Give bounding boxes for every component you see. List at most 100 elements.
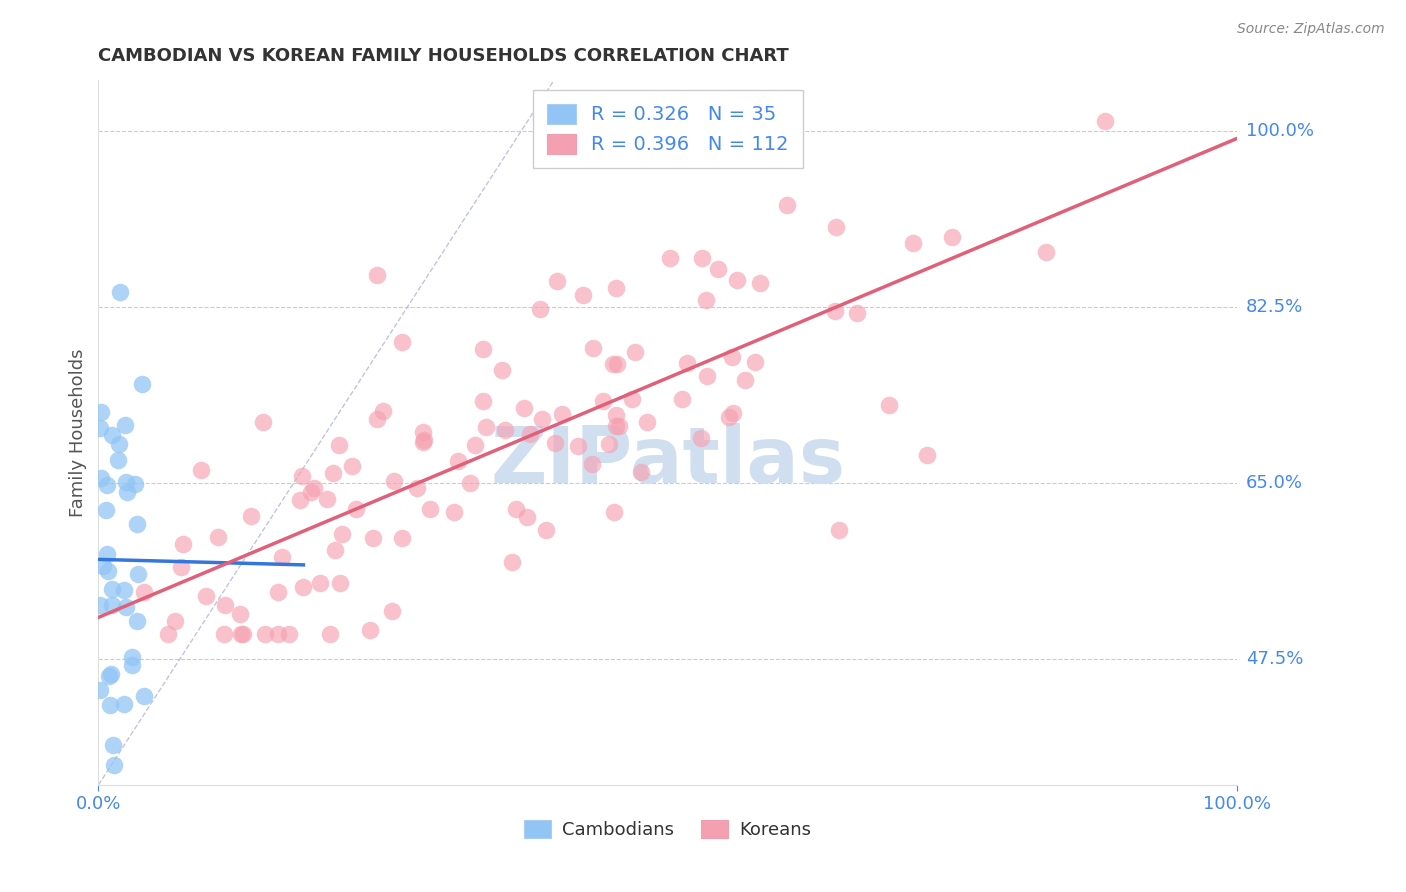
Point — [124, 476, 146, 491]
Point — [131, 377, 153, 392]
Text: CAMBODIAN VS KOREAN FAMILY HOUSEHOLDS CORRELATION CHART: CAMBODIAN VS KOREAN FAMILY HOUSEHOLDS CO… — [98, 47, 789, 65]
Point — [391, 335, 413, 350]
Point — [384, 474, 406, 488]
Point — [695, 293, 717, 307]
Point — [98, 669, 121, 683]
Text: ZIPatlas: ZIPatlas — [491, 423, 845, 499]
Point — [101, 598, 124, 612]
Point — [308, 575, 330, 590]
Point — [581, 457, 603, 471]
Point — [299, 485, 322, 500]
Point — [121, 650, 143, 665]
Point — [675, 356, 697, 370]
Point — [96, 547, 118, 561]
Point — [607, 419, 630, 434]
Point — [96, 478, 118, 492]
Point — [101, 582, 124, 597]
Point — [89, 682, 111, 697]
Point — [536, 524, 558, 538]
Point — [471, 394, 494, 409]
Point — [419, 501, 441, 516]
Point — [114, 417, 136, 432]
Point — [464, 438, 486, 452]
Point — [725, 273, 748, 287]
Point — [690, 251, 713, 265]
Point — [734, 373, 756, 387]
Point — [292, 580, 315, 594]
Point — [89, 598, 111, 612]
Point — [90, 470, 112, 484]
Point — [97, 564, 120, 578]
Point — [115, 475, 138, 490]
Point — [361, 531, 384, 545]
Point — [828, 524, 851, 538]
Point — [605, 408, 627, 422]
Point — [240, 508, 263, 523]
Point — [605, 418, 627, 433]
Point — [253, 627, 276, 641]
Point — [132, 585, 155, 599]
Point — [114, 582, 136, 597]
Point — [592, 393, 614, 408]
Point — [551, 407, 574, 421]
Point — [172, 537, 194, 551]
Point — [302, 481, 325, 495]
Point — [846, 306, 869, 320]
Point — [824, 304, 846, 318]
Point — [271, 549, 294, 564]
Point — [98, 698, 121, 713]
Point — [108, 437, 131, 451]
Point — [101, 428, 124, 442]
Point — [89, 421, 111, 435]
Point — [491, 362, 513, 376]
Text: Source: ZipAtlas.com: Source: ZipAtlas.com — [1237, 22, 1385, 37]
Point — [630, 465, 652, 479]
Point — [115, 485, 138, 500]
Point — [458, 475, 481, 490]
Point — [103, 757, 125, 772]
Point — [879, 398, 901, 412]
Point — [115, 599, 138, 614]
Point — [212, 627, 235, 641]
Point — [519, 427, 541, 442]
Point — [412, 435, 434, 450]
Text: 100.0%: 100.0% — [1246, 121, 1313, 140]
Point — [721, 406, 744, 420]
Point — [690, 431, 713, 445]
Point — [582, 341, 605, 355]
Point — [266, 584, 288, 599]
Point — [359, 623, 381, 637]
Point — [636, 415, 658, 429]
Point — [606, 357, 628, 371]
Point — [328, 438, 350, 452]
Point — [344, 502, 367, 516]
Point — [163, 615, 186, 629]
Point — [330, 527, 353, 541]
Point — [108, 285, 131, 300]
Point — [603, 505, 626, 519]
Point — [170, 560, 193, 574]
Point — [125, 614, 148, 628]
Point — [156, 627, 179, 641]
Point — [598, 436, 620, 450]
Point — [101, 738, 124, 752]
Point — [494, 423, 516, 437]
Point — [207, 530, 229, 544]
Point — [229, 607, 252, 622]
Point — [288, 492, 311, 507]
Point — [513, 401, 536, 415]
Point — [1094, 113, 1116, 128]
Point — [776, 198, 799, 212]
Point — [1035, 244, 1057, 259]
Point — [214, 598, 236, 612]
Point — [443, 505, 465, 519]
Point — [323, 542, 346, 557]
Point — [322, 466, 344, 480]
Point — [659, 251, 682, 265]
Point — [707, 262, 730, 277]
Point — [605, 280, 627, 294]
Point — [127, 566, 149, 581]
Point — [903, 235, 925, 250]
Legend: Cambodians, Koreans: Cambodians, Koreans — [517, 813, 818, 847]
Point — [366, 412, 388, 426]
